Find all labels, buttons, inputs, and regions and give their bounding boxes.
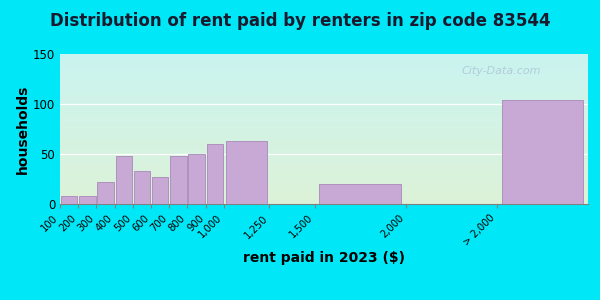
Text: City-Data.com: City-Data.com <box>461 66 541 76</box>
Bar <box>206 144 223 204</box>
Y-axis label: households: households <box>16 84 30 174</box>
Bar <box>134 171 150 204</box>
Bar <box>152 177 169 204</box>
Bar <box>170 156 187 204</box>
Bar <box>319 184 401 204</box>
X-axis label: rent paid in 2023 ($): rent paid in 2023 ($) <box>243 251 405 265</box>
Bar <box>116 156 132 204</box>
Bar <box>79 196 95 204</box>
Bar <box>61 196 77 204</box>
Bar <box>97 182 114 204</box>
Bar <box>188 154 205 204</box>
Text: Distribution of rent paid by renters in zip code 83544: Distribution of rent paid by renters in … <box>50 12 550 30</box>
Bar <box>226 141 267 204</box>
Bar <box>502 100 583 204</box>
